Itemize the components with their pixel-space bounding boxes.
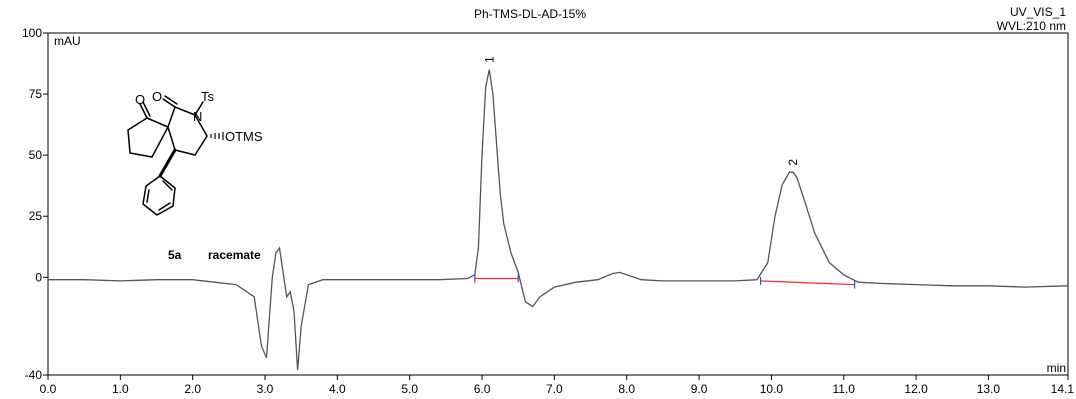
x-tick-label: 5.0 bbox=[401, 382, 418, 396]
x-tick-label: 11.0 bbox=[833, 382, 856, 396]
x-tick-label: 10.0 bbox=[760, 382, 784, 396]
nitrogen-label: N bbox=[193, 109, 202, 124]
lactam-oxygen: O bbox=[152, 89, 162, 104]
detector-label: UV_VIS_1 bbox=[1010, 5, 1066, 19]
ts-label: Ts bbox=[201, 89, 215, 104]
x-tick-label: 12.0 bbox=[904, 382, 928, 396]
axis-ticks: 0.0 1.0 2.0 3.0 4.0 5.0 6.0 7.0 8.0 9.0 10.0 11.0 12… bbox=[22, 26, 1074, 396]
y-tick-label: 75 bbox=[29, 87, 43, 101]
x-tick-label: 1.0 bbox=[112, 382, 129, 396]
x-tick-label: 7.0 bbox=[546, 382, 563, 396]
x-tick-label: 6.0 bbox=[474, 382, 491, 396]
x-tick-label: 9.0 bbox=[691, 382, 708, 396]
ketone-oxygen: O bbox=[135, 92, 145, 107]
otms-label: OTMS bbox=[225, 129, 263, 144]
x-tick-label: 4.0 bbox=[329, 382, 346, 396]
y-tick-label: 50 bbox=[29, 148, 43, 162]
x-axis-label: min bbox=[1047, 361, 1066, 375]
y-tick-label: 25 bbox=[29, 209, 43, 223]
compound-label: 5a bbox=[168, 248, 182, 262]
racemate-label: racemate bbox=[208, 248, 261, 262]
peak-label: 2 bbox=[786, 159, 800, 166]
y-tick-label: 100 bbox=[22, 26, 42, 40]
y-axis-label: mAU bbox=[54, 34, 81, 48]
x-tick-label: 0.0 bbox=[40, 382, 57, 396]
chart-title: Ph-TMS-DL-AD-15% bbox=[474, 7, 586, 21]
x-tick-label: 13.0 bbox=[977, 382, 1001, 396]
hashed-bond bbox=[210, 132, 224, 140]
peak-labels: 12 bbox=[482, 56, 800, 166]
integration-baselines bbox=[474, 274, 856, 289]
peak-label: 1 bbox=[482, 56, 496, 63]
wavelength-label: WVL:210 nm bbox=[997, 19, 1066, 33]
x-tick-label: 3.0 bbox=[257, 382, 274, 396]
y-tick-label: -40 bbox=[25, 368, 43, 382]
x-tick-label: 2.0 bbox=[184, 382, 201, 396]
chromatogram-trace bbox=[48, 69, 1069, 371]
x-tick-label: 8.0 bbox=[618, 382, 635, 396]
chemical-structure bbox=[127, 95, 208, 216]
x-tick-label: 14.1 bbox=[1051, 382, 1075, 396]
y-tick-label: 0 bbox=[35, 270, 42, 284]
baseline-line bbox=[760, 280, 855, 286]
plot-frame bbox=[47, 32, 1069, 376]
